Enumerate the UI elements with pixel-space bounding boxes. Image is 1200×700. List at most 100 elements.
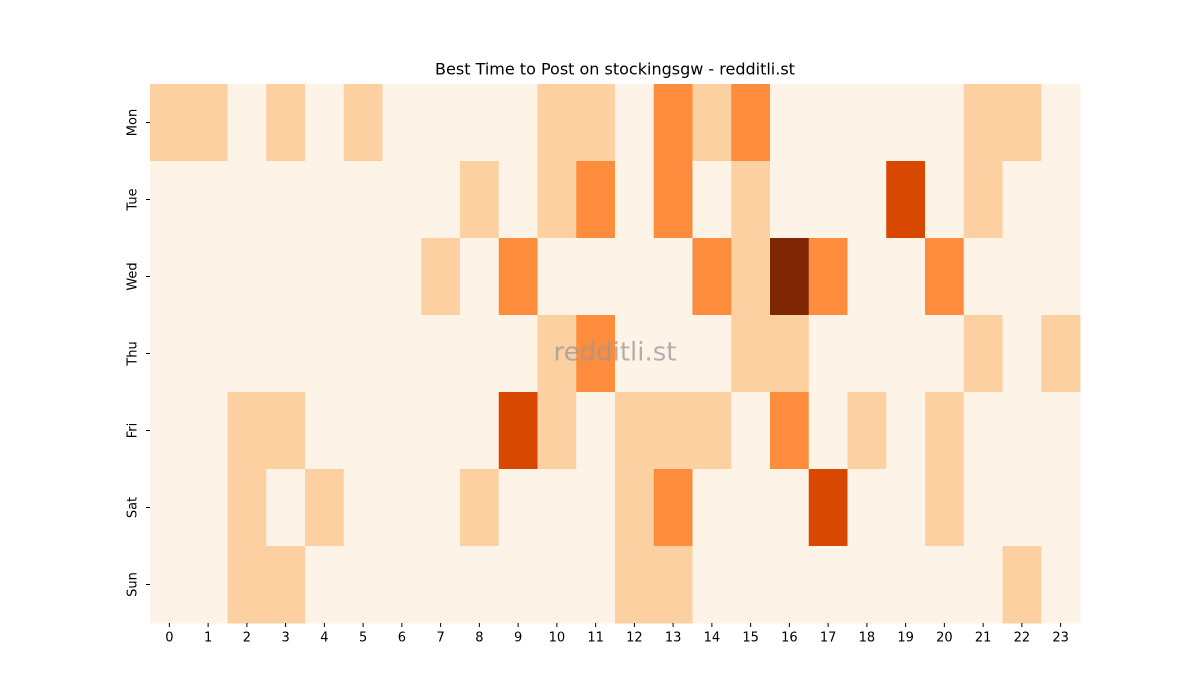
heatmap-cell xyxy=(886,392,926,470)
heatmap-cell xyxy=(188,392,228,470)
heatmap-cell xyxy=(188,315,228,393)
heatmap-cell xyxy=(847,392,887,470)
heatmap-cell xyxy=(770,315,810,393)
x-tick-label: 3 xyxy=(281,631,289,646)
x-tick-label: 7 xyxy=(436,631,444,646)
heatmap-cell xyxy=(305,315,345,393)
heatmap-cell xyxy=(770,161,810,239)
heatmap-cell xyxy=(266,469,306,547)
y-tick-label: Thu xyxy=(126,341,141,366)
heatmap-cell xyxy=(963,84,1003,162)
heatmap-cell xyxy=(1041,161,1081,239)
heatmap-cell xyxy=(537,238,577,316)
heatmap-cell xyxy=(886,238,926,316)
heatmap-cell xyxy=(227,84,267,162)
heatmap-cell xyxy=(925,84,965,162)
heatmap-cell xyxy=(847,469,887,547)
heatmap-cell xyxy=(576,238,616,316)
heatmap-cell xyxy=(498,315,538,393)
heatmap-cell xyxy=(576,84,616,162)
heatmap-cell xyxy=(576,315,616,393)
x-tick-label: 0 xyxy=(165,631,173,646)
heatmap-cell xyxy=(305,546,345,624)
x-tick-label: 6 xyxy=(398,631,406,646)
chart-title: Best Time to Post on stockingsgw - reddi… xyxy=(435,60,795,79)
heatmap-cell xyxy=(615,161,655,239)
heatmap-cell xyxy=(615,546,655,624)
heatmap-cell xyxy=(692,546,732,624)
heatmap-cell xyxy=(266,161,306,239)
heatmap-cell xyxy=(421,84,461,162)
heatmap-cell xyxy=(770,84,810,162)
heatmap-cell xyxy=(498,469,538,547)
heatmap-cell xyxy=(653,161,693,239)
heatmap-cell xyxy=(266,392,306,470)
x-tick-label: 17 xyxy=(820,631,837,646)
heatmap-cell xyxy=(227,161,267,239)
heatmap-cell xyxy=(615,238,655,316)
heatmap-cell xyxy=(498,84,538,162)
x-tick-label: 23 xyxy=(1052,631,1069,646)
heatmap-cell xyxy=(460,392,500,470)
heatmap-cell xyxy=(1002,546,1042,624)
heatmap-cell xyxy=(382,238,422,316)
heatmap-cell xyxy=(653,315,693,393)
heatmap-cell xyxy=(421,392,461,470)
y-tick-label: Sun xyxy=(126,572,141,597)
heatmap-cell xyxy=(227,469,267,547)
heatmap-cell xyxy=(305,392,345,470)
heatmap-cell xyxy=(963,392,1003,470)
heatmap-cell xyxy=(770,546,810,624)
heatmap-cell xyxy=(150,469,190,547)
heatmap-cell xyxy=(537,161,577,239)
heatmap-cell xyxy=(498,238,538,316)
x-tick-label: 13 xyxy=(665,631,682,646)
heatmap-cell xyxy=(1041,238,1081,316)
heatmap-cell xyxy=(731,546,771,624)
heatmap-cell xyxy=(498,161,538,239)
heatmap-cell xyxy=(1002,469,1042,547)
heatmap-cell xyxy=(653,469,693,547)
heatmap-cell xyxy=(731,238,771,316)
heatmap-cell xyxy=(266,84,306,162)
heatmap-cell xyxy=(1041,469,1081,547)
heatmap-cell xyxy=(808,392,848,470)
heatmap-cell xyxy=(925,238,965,316)
heatmap-cell xyxy=(266,238,306,316)
heatmap-cell xyxy=(382,546,422,624)
heatmap-cell xyxy=(692,392,732,470)
heatmap-cell xyxy=(731,469,771,547)
heatmap-cell xyxy=(886,315,926,393)
heatmap-cell xyxy=(770,238,810,316)
heatmap-cell xyxy=(847,238,887,316)
heatmap-cell xyxy=(305,469,345,547)
heatmap-cell xyxy=(188,469,228,547)
heatmap-cell xyxy=(692,84,732,162)
x-tick-label: 22 xyxy=(1014,631,1031,646)
x-tick-label: 10 xyxy=(549,631,566,646)
heatmap-cell xyxy=(150,84,190,162)
heatmap-cell xyxy=(731,392,771,470)
heatmap-cell xyxy=(808,315,848,393)
heatmap-cell xyxy=(925,546,965,624)
heatmap-cell xyxy=(343,161,383,239)
y-tick-label: Fri xyxy=(126,423,141,439)
heatmap-cell xyxy=(808,84,848,162)
watermark: redditli.st xyxy=(554,338,677,368)
heatmap-cell xyxy=(808,161,848,239)
heatmap-cell xyxy=(963,161,1003,239)
heatmap-cell xyxy=(227,546,267,624)
heatmap-cell xyxy=(188,161,228,239)
heatmap-cell xyxy=(925,161,965,239)
heatmap-cell xyxy=(653,238,693,316)
x-tick-label: 8 xyxy=(475,631,483,646)
y-tick-label: Wed xyxy=(126,262,141,290)
heatmap-cell xyxy=(537,84,577,162)
heatmap-cell xyxy=(925,392,965,470)
heatmap-cell xyxy=(692,469,732,547)
heatmap-cell xyxy=(576,469,616,547)
heatmap-cell xyxy=(150,315,190,393)
heatmap-cell xyxy=(382,161,422,239)
heatmap-cell xyxy=(576,392,616,470)
